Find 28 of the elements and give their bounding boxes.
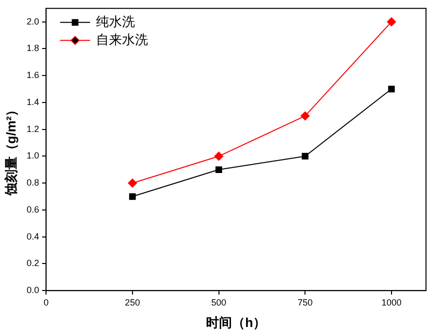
point (129, 193, 136, 200)
y-tick-label: 1.6 (26, 70, 40, 80)
y-tick-label: 0.6 (26, 204, 40, 214)
point (386, 17, 396, 26)
point (302, 152, 308, 160)
y-tick-label: 1.8 (26, 43, 40, 54)
x-tick-label: 0 (44, 297, 49, 308)
y-tick-label: 2.0 (26, 16, 40, 26)
y-tick-label: 0.4 (26, 231, 40, 242)
x-tick-label: 500 (211, 297, 226, 308)
point (215, 166, 222, 173)
y-tick-label: 0.0 (26, 285, 40, 296)
y-tick-label: 1.2 (26, 124, 40, 134)
y-tick-label: 0.8 (26, 178, 40, 188)
y-tick-label: 1.0 (26, 150, 40, 161)
legend-label: 自来水洗 (96, 32, 148, 47)
y-axis-title: 蚀刻量（g/m²） (3, 103, 18, 197)
point (300, 111, 310, 120)
x-axis-title: 时间（h） (206, 314, 266, 330)
y-tick-label: 0.2 (26, 258, 40, 268)
legend-label: 纯水洗 (96, 14, 136, 29)
x-tick-label: 750 (298, 297, 313, 308)
y-tick-label: 1.4 (26, 96, 40, 107)
x-tick-label: 1000 (381, 297, 402, 308)
point (388, 86, 395, 92)
point (128, 178, 137, 188)
x-tick-label: 250 (124, 297, 140, 308)
point (214, 152, 224, 161)
